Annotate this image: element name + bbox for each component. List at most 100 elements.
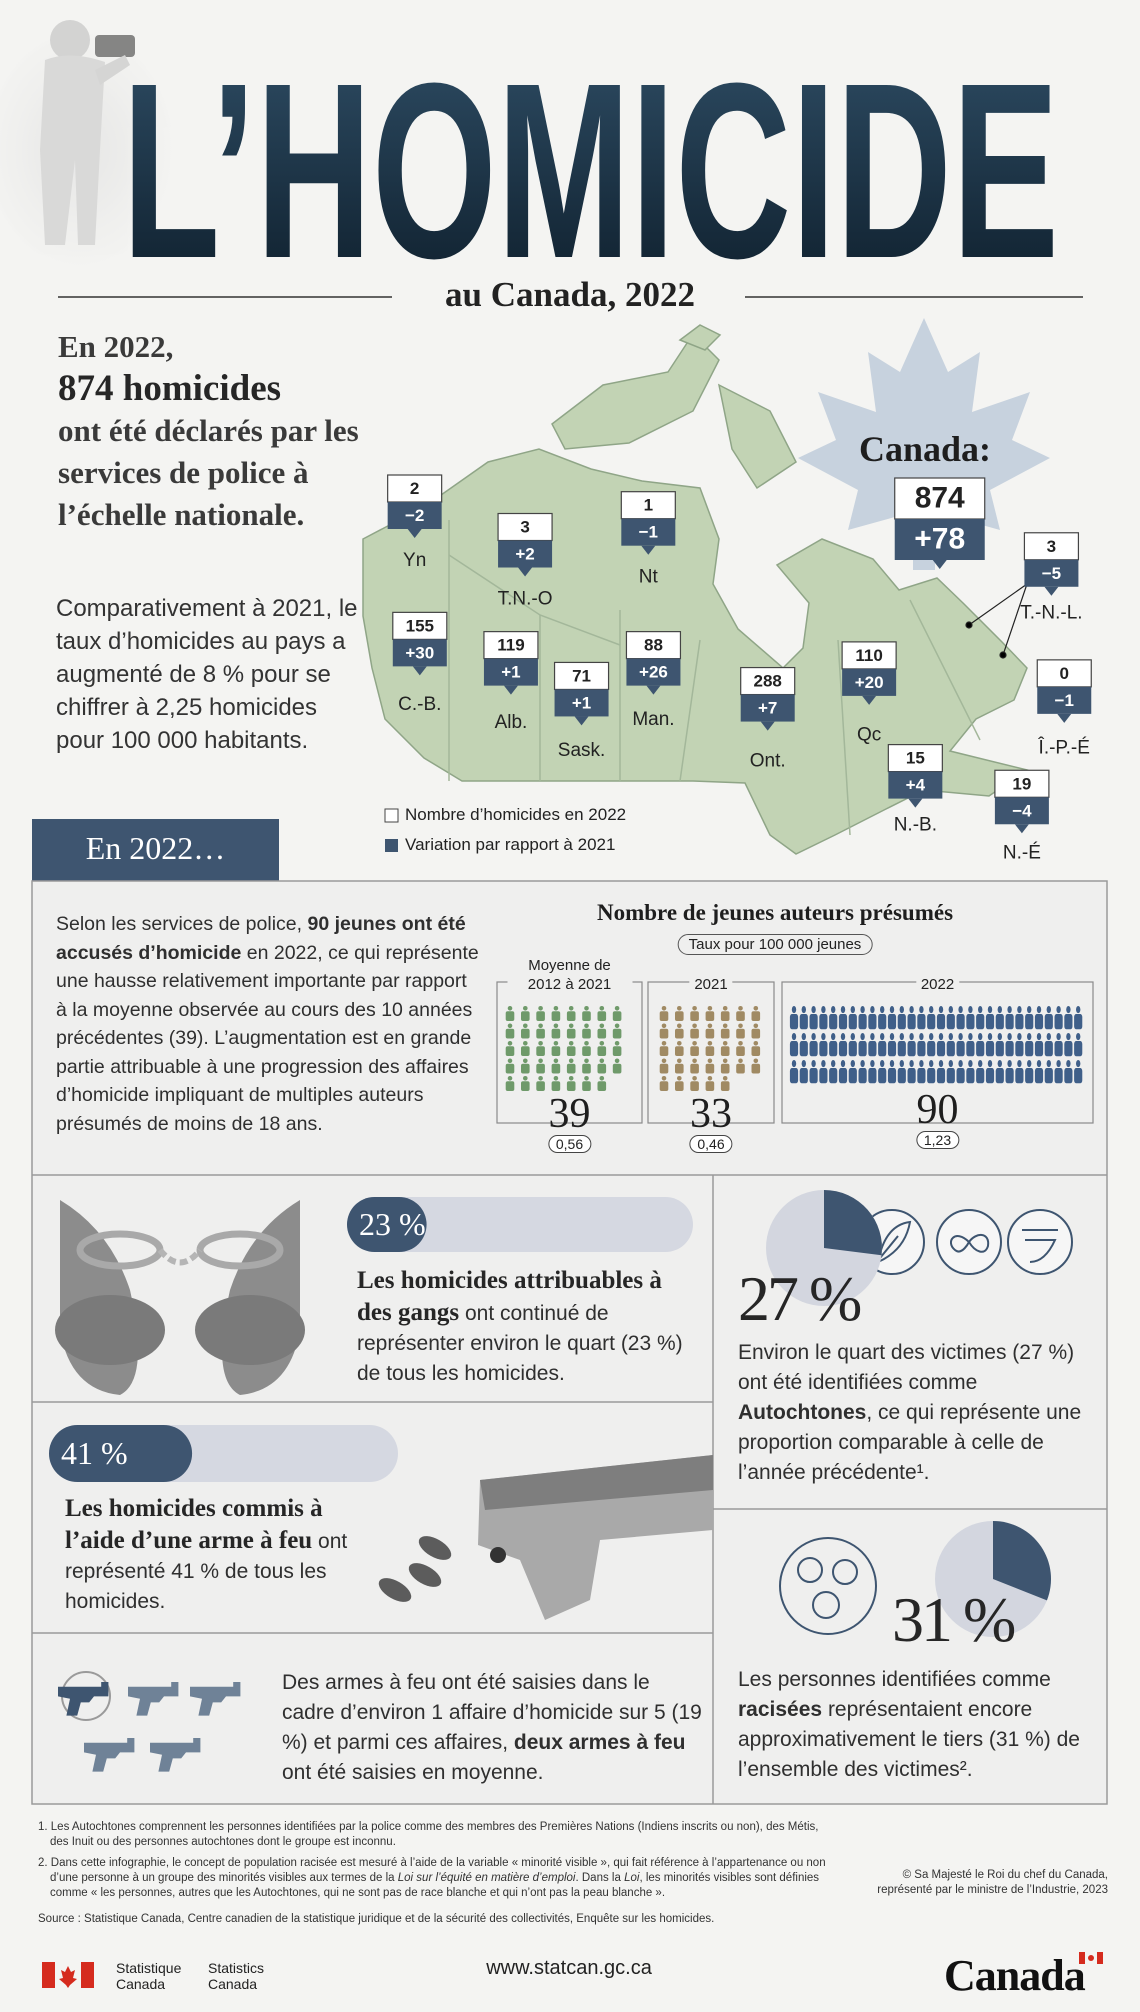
icon-body	[1064, 1068, 1073, 1084]
icon-head	[821, 1060, 826, 1068]
change-value: +1	[501, 663, 520, 682]
icon-head	[968, 1060, 973, 1068]
icon-body	[848, 1041, 857, 1057]
person-icons	[659, 1006, 761, 1091]
count-box	[392, 611, 448, 640]
icon-head	[1056, 1006, 1061, 1014]
icon-body	[1044, 1041, 1053, 1057]
icon-head	[568, 1023, 574, 1029]
region-label: N.-B.	[894, 814, 937, 835]
icon-head	[538, 1058, 543, 1064]
person-icon	[946, 1060, 955, 1084]
icon-head	[870, 1006, 875, 1014]
icon-body	[551, 1028, 561, 1039]
icon-body	[858, 1068, 867, 1084]
revolver	[150, 1738, 201, 1772]
icon-body	[675, 1063, 684, 1074]
person-icon	[751, 1023, 761, 1039]
region-label: T.-N.-L.	[1020, 603, 1082, 624]
person-icon	[819, 1006, 828, 1030]
person-icon	[907, 1006, 916, 1030]
subtitle: au Canada, 2022	[445, 275, 695, 314]
icon-body	[1074, 1014, 1083, 1030]
icon-body	[799, 1014, 808, 1030]
icon-body	[690, 1028, 699, 1039]
person-icon	[659, 1076, 669, 1091]
icon-body	[1034, 1014, 1044, 1030]
person-icon	[736, 1006, 745, 1021]
person-icon	[985, 1006, 995, 1030]
revolver	[190, 1682, 241, 1716]
icon-body	[675, 1028, 684, 1039]
icon-body	[751, 1046, 761, 1056]
icon-body	[868, 1041, 877, 1057]
person-icon	[1015, 1033, 1024, 1057]
icon-body	[659, 1011, 669, 1021]
icon-head	[1076, 1060, 1081, 1068]
person-icon	[917, 1033, 926, 1057]
bar-fill	[49, 1425, 193, 1482]
person-icon	[1034, 1033, 1044, 1057]
icon-head	[538, 1076, 543, 1081]
footnote: 1. Les Autochtones comprennent les perso…	[38, 1821, 819, 1848]
icon-head	[553, 1006, 559, 1011]
icon-body	[976, 1041, 985, 1057]
icon-head	[801, 1033, 806, 1041]
person-icon	[675, 1041, 684, 1056]
person-icon	[690, 1023, 699, 1039]
icon-body	[936, 1014, 946, 1030]
count-box	[1036, 659, 1092, 688]
icon-head	[929, 1060, 934, 1068]
icon-body	[956, 1068, 965, 1084]
change-value: +30	[405, 643, 434, 662]
icon-head	[880, 1033, 885, 1041]
indigenous-percent: 27 %	[738, 1263, 862, 1334]
person-icon	[927, 1060, 936, 1084]
icon-body	[551, 1046, 561, 1056]
icon-head	[677, 1058, 682, 1064]
intro-comparison: Comparativement à 2021, le taux d’homici…	[56, 595, 358, 754]
person-icon	[819, 1033, 828, 1057]
icon-body	[720, 1028, 730, 1039]
person-icon	[551, 1023, 561, 1039]
icon-head	[840, 1006, 846, 1014]
person-icon	[966, 1033, 975, 1057]
person-icon	[917, 1006, 926, 1030]
url[interactable]: www.statcan.gc.ca	[486, 1957, 652, 1979]
person-icon	[566, 1058, 576, 1074]
icon-head	[722, 1023, 728, 1029]
icon-head	[677, 1041, 682, 1046]
icon-body	[521, 1063, 530, 1074]
icon-head	[899, 1033, 904, 1041]
icon-body	[597, 1011, 607, 1021]
intro: En 2022, 874 homicides ont été déclarés pa…	[58, 326, 378, 536]
change-box	[842, 668, 897, 696]
icon-body	[675, 1046, 684, 1056]
icon-body	[936, 1041, 946, 1057]
group-count: 33	[690, 1091, 732, 1137]
count-value: 3	[520, 517, 529, 536]
region-label: C.-B.	[398, 694, 441, 715]
icon-head	[553, 1058, 559, 1064]
icon-body	[897, 1041, 906, 1057]
icon-head	[821, 1006, 826, 1014]
indigenous-symbols	[859, 1209, 1073, 1275]
icon-head	[919, 1060, 924, 1068]
icon-body	[838, 1014, 848, 1030]
pointer	[1044, 586, 1059, 596]
icon-body	[690, 1063, 699, 1074]
icon-body	[736, 1063, 745, 1074]
person-icon	[1005, 1060, 1014, 1084]
count-value: 88	[644, 636, 663, 655]
icon-body	[597, 1028, 607, 1039]
person-icon	[1044, 1006, 1053, 1030]
person-icon	[995, 1060, 1004, 1084]
person-icon	[1044, 1033, 1053, 1057]
group-label: Moyenne de 2012 à 2021	[507, 956, 632, 994]
person-icon	[566, 1006, 576, 1021]
icon-body	[848, 1014, 857, 1030]
icon-head	[753, 1006, 759, 1011]
text-run: Environ le quart des victimes (27 %) ont…	[738, 1341, 1075, 1394]
pointer	[646, 685, 661, 695]
icon-body	[521, 1028, 530, 1039]
